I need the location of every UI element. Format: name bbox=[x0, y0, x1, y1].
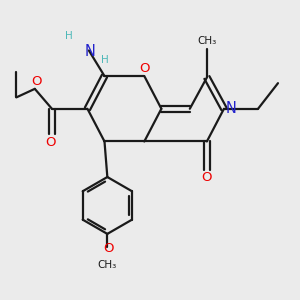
Text: N: N bbox=[85, 44, 96, 59]
Text: H: H bbox=[65, 31, 73, 41]
Text: H: H bbox=[100, 56, 108, 65]
Text: N: N bbox=[226, 101, 236, 116]
Text: O: O bbox=[139, 62, 150, 75]
Text: O: O bbox=[31, 75, 41, 88]
Text: O: O bbox=[103, 242, 114, 255]
Text: O: O bbox=[45, 136, 56, 149]
Text: CH₃: CH₃ bbox=[98, 260, 117, 270]
Text: CH₃: CH₃ bbox=[197, 36, 217, 46]
Text: O: O bbox=[202, 171, 212, 184]
